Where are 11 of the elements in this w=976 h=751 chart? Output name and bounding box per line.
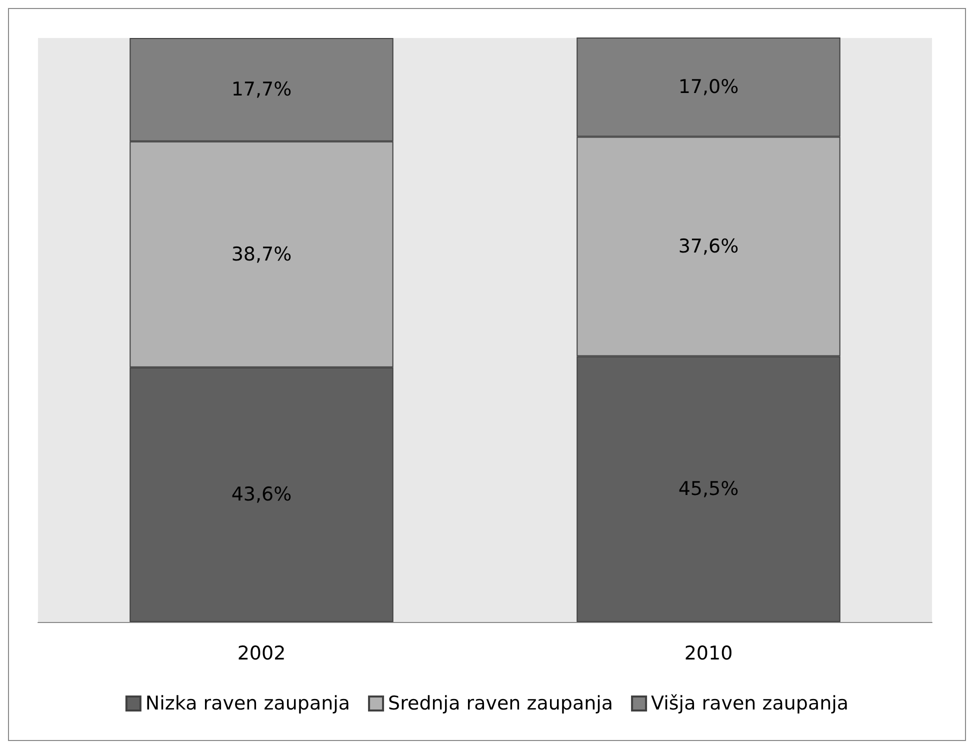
legend-label: Srednja raven zaupanja [388, 692, 614, 714]
data-label: 45,5% [678, 478, 739, 500]
data-label: 17,7% [231, 78, 292, 101]
data-label: 37,6% [678, 235, 739, 258]
data-label: 38,7% [231, 243, 292, 266]
legend-label: Nizka raven zaupanja [145, 692, 350, 714]
legend-label: Višja raven zaupanja [651, 692, 849, 714]
x-tick-label: 2010 [684, 642, 733, 664]
data-label: 43,6% [231, 484, 292, 506]
x-tick-label: 2002 [237, 642, 286, 664]
data-label: 17,0% [678, 76, 739, 98]
